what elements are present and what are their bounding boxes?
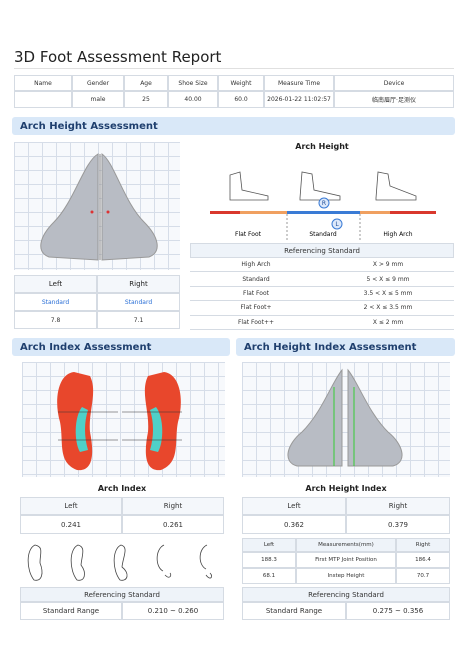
table-cell: Flat Foot	[190, 287, 322, 302]
info-table: Name Gender Age Shoe Size Weight Measure Time…	[14, 75, 454, 108]
table-cell: High Arch	[190, 258, 322, 273]
arch-height-table: Left Right Standard Standard 7.8 7.1	[14, 275, 180, 329]
reference-table: Referencing Standard High Arch X > 9 mm Sta…	[190, 243, 454, 330]
table-cell: Standard	[97, 293, 180, 311]
category-label: High Arch	[383, 231, 412, 238]
table-cell: Right	[122, 497, 224, 515]
table-cell: 0.241	[20, 515, 122, 534]
table-cell: 2 < X ≤ 3.5 mm	[322, 301, 454, 316]
table-cell	[14, 91, 72, 108]
reference-table: Referencing Standard Standard Range 0.210 …	[20, 587, 224, 620]
foot-type-icons	[27, 544, 213, 581]
table-title: Arch Index	[97, 483, 147, 493]
table-cell: 188.3	[242, 552, 296, 568]
table-cell: Weight	[218, 75, 264, 91]
section-bar: Arch Index Assessment	[12, 338, 230, 356]
table-cell: 5 < X ≤ 9 mm	[322, 272, 454, 287]
reference-table: Referencing Standard Standard Range 0.275 …	[242, 587, 450, 620]
table-cell: 0.379	[346, 515, 450, 534]
table-cell: 0.210 ~ 0.260	[122, 602, 224, 620]
table-cell: Measure Time	[264, 75, 334, 91]
table-cell: Standard Range	[20, 602, 122, 620]
table-cell: 68.1	[242, 568, 296, 584]
table-cell: Left	[242, 538, 296, 552]
table-cell: 临南眉厅·足测仪	[334, 91, 454, 108]
table-cell: 0.362	[242, 515, 346, 534]
table-header: Referencing Standard	[20, 587, 224, 602]
table-cell: First MTP Joint Position	[296, 552, 396, 568]
marker: L	[335, 221, 339, 228]
table-cell: Device	[334, 75, 454, 91]
chart-title: Arch Height	[295, 141, 349, 151]
table-cell: Left	[20, 497, 122, 515]
table-cell: male	[72, 91, 124, 108]
category-label: Standard	[309, 231, 336, 238]
table-cell: 186.4	[396, 552, 450, 568]
table-title: Arch Height Index	[305, 483, 387, 493]
pressure-image	[22, 362, 225, 477]
arch-index-table: Left Right 0.241 0.261	[20, 497, 224, 534]
table-cell: Age	[124, 75, 168, 91]
table-cell: 7.8	[14, 311, 97, 329]
table-header: Referencing Standard	[190, 243, 454, 258]
foot-3d-image	[14, 142, 180, 270]
table-cell: X ≤ 2 mm	[322, 316, 454, 330]
table-cell: Standard	[190, 272, 322, 287]
measurements-table: Left Measurements(mm) Right 188.3 First MTP …	[242, 538, 450, 584]
table-cell: Left	[242, 497, 346, 515]
arch-scale: R L Flat Foot Standard High Arch	[210, 171, 436, 240]
table-cell: Right	[97, 275, 180, 293]
table-cell: Instep Height	[296, 568, 396, 584]
table-cell: Gender	[72, 75, 124, 91]
table-cell: X > 9 mm	[322, 258, 454, 273]
table-cell: Right	[396, 538, 450, 552]
table-cell: Shoe Size	[168, 75, 218, 91]
table-cell: 3.5 < X ≤ 5 mm	[322, 287, 454, 302]
table-cell: 60.0	[218, 91, 264, 108]
table-header: Referencing Standard	[242, 587, 450, 602]
table-cell: 25	[124, 91, 168, 108]
category-label: Flat Foot	[235, 231, 262, 238]
marker: R	[322, 200, 326, 207]
table-cell: Flat Foot+	[190, 301, 322, 316]
table-cell: Left	[14, 275, 97, 293]
table-cell: Flat Foot++	[190, 316, 322, 330]
table-cell: 0.261	[122, 515, 224, 534]
table-cell: Measurements(mm)	[296, 538, 396, 552]
table-cell: 2026-01-22 11:02:57	[264, 91, 334, 108]
table-cell: Name	[14, 75, 72, 91]
table-cell: 7.1	[97, 311, 180, 329]
title: 3D Foot Assessment Report	[14, 48, 222, 66]
table-cell: Standard Range	[242, 602, 346, 620]
foot-3d-image	[242, 362, 450, 477]
section-bar: Arch Height Index Assessment	[236, 338, 455, 356]
table-cell: Right	[346, 497, 450, 515]
table-cell: Standard	[14, 293, 97, 311]
table-cell: 0.275 ~ 0.356	[346, 602, 450, 620]
section-bar: Arch Height Assessment	[12, 117, 455, 135]
table-cell: 40.00	[168, 91, 218, 108]
arch-height-index-table: Left Right 0.362 0.379	[242, 497, 450, 534]
table-cell: 70.7	[396, 568, 450, 584]
rule	[14, 68, 454, 69]
